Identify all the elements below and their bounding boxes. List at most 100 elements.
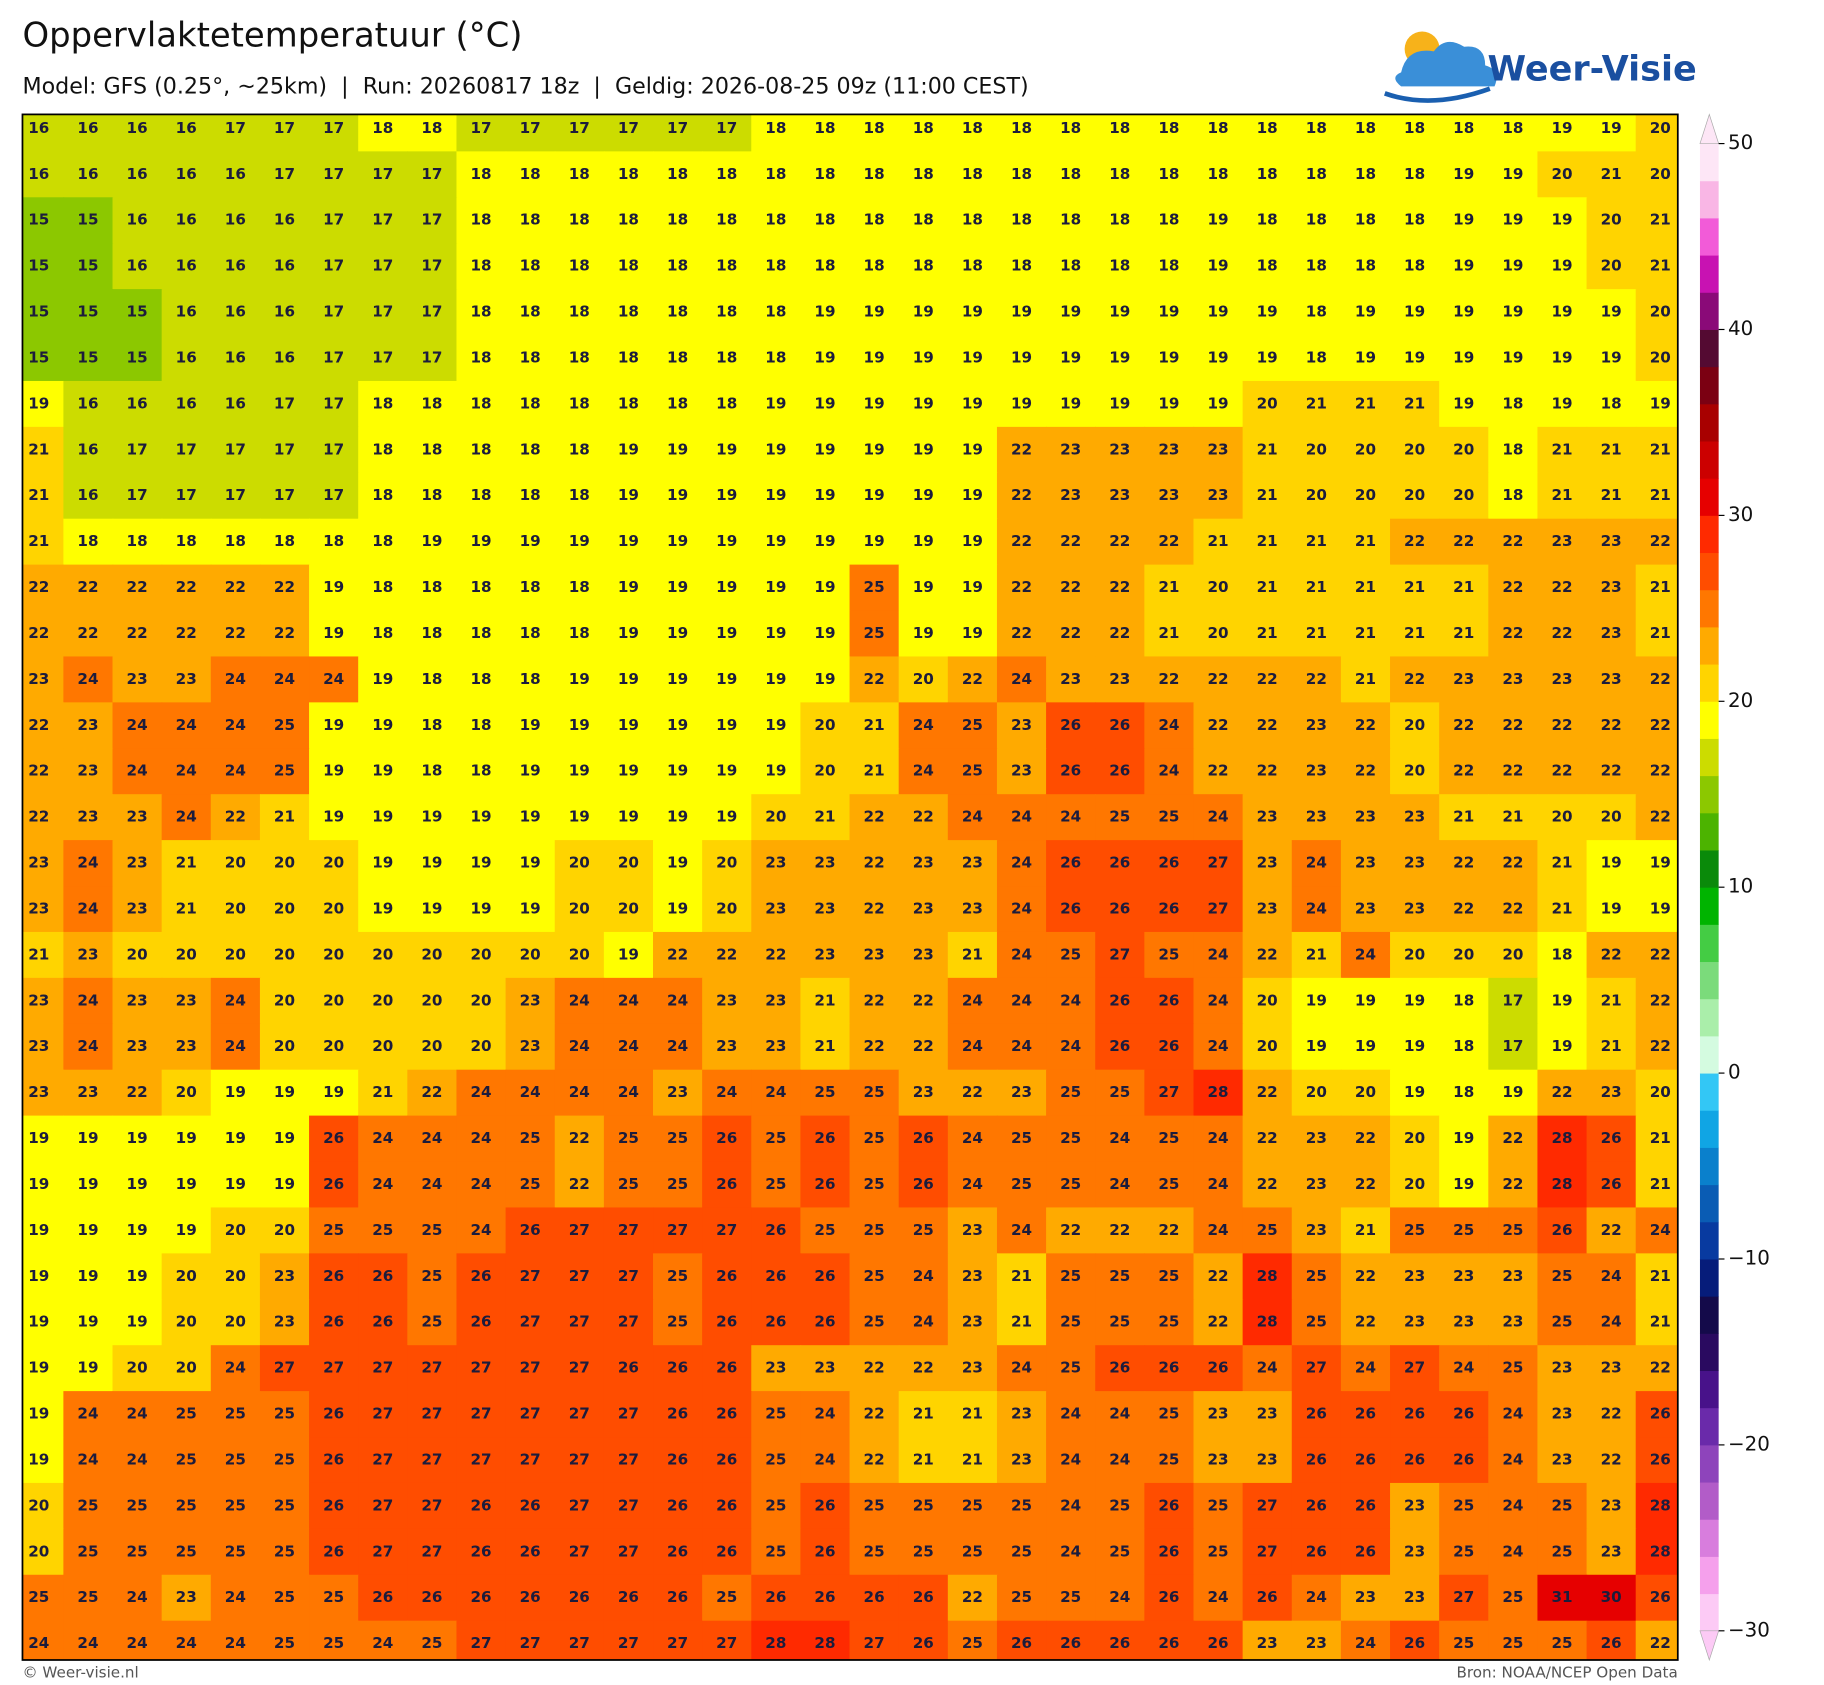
temperature-label: 19 — [28, 1129, 49, 1147]
temperature-label: 18 — [1306, 348, 1327, 366]
temperature-cell — [849, 335, 900, 382]
temperature-cell — [309, 702, 359, 749]
temperature-cell — [1144, 1253, 1195, 1300]
temperature-cell — [358, 702, 409, 749]
temperature-cell — [1242, 1161, 1293, 1209]
temperature-label: 21 — [1404, 578, 1425, 596]
temperature-cell — [554, 748, 605, 795]
temperature-cell — [259, 1161, 310, 1209]
temperature-cell — [456, 472, 507, 520]
temperature-label: 22 — [1453, 854, 1474, 872]
temperature-label: 15 — [28, 211, 49, 229]
temperature-label: 18 — [569, 348, 590, 366]
temperature-label: 19 — [1060, 303, 1081, 321]
temperature-cell — [161, 1391, 212, 1438]
temperature-cell — [259, 472, 310, 520]
temperature-cell — [161, 1437, 212, 1484]
temperature-cell — [161, 1299, 212, 1346]
temperature-label: 17 — [421, 303, 442, 321]
temperature-label: 17 — [1502, 1037, 1523, 1055]
temperature-label: 25 — [176, 1405, 197, 1423]
temperature-label: 16 — [274, 257, 295, 275]
temperature-label: 19 — [1257, 303, 1278, 321]
temperature-cell — [653, 931, 703, 979]
temperature-label: 17 — [274, 119, 295, 137]
temperature-cell — [702, 1574, 752, 1622]
temperature-cell — [1537, 977, 1588, 1025]
temperature-cell — [751, 748, 802, 795]
temperature-label: 16 — [127, 211, 148, 229]
temperature-cell — [22, 748, 65, 795]
colorbar-band — [1699, 998, 1719, 1037]
temperature-cell — [1439, 656, 1490, 704]
temperature-label: 26 — [520, 1588, 541, 1606]
temperature-label: 18 — [372, 532, 393, 550]
temperature-cell — [849, 840, 900, 887]
temperature-cell — [407, 1437, 458, 1484]
temperature-cell — [1439, 1023, 1490, 1071]
temperature-cell — [849, 931, 900, 979]
temperature-cell — [996, 426, 1047, 474]
temperature-label: 19 — [28, 1359, 49, 1377]
temperature-label: 24 — [323, 670, 344, 688]
temperature-cell — [112, 1574, 163, 1622]
temperature-cell — [1242, 1391, 1293, 1438]
temperature-cell — [1340, 1115, 1391, 1163]
temperature-label: 24 — [1060, 1450, 1081, 1468]
temperature-cell — [505, 1023, 556, 1071]
temperature-label: 19 — [962, 486, 983, 504]
temperature-label: 19 — [913, 394, 934, 412]
temperature-label: 19 — [520, 808, 541, 826]
temperature-cell — [63, 977, 114, 1025]
colorbar-band — [1699, 1258, 1719, 1297]
temperature-label: 17 — [225, 486, 246, 504]
temperature-cell — [1242, 656, 1293, 704]
temperature-label: 18 — [814, 257, 835, 275]
temperature-label: 26 — [1306, 1496, 1327, 1514]
temperature-cell — [849, 977, 900, 1025]
temperature-cell — [653, 1574, 703, 1622]
temperature-label: 18 — [1060, 211, 1081, 229]
temperature-label: 24 — [176, 808, 197, 826]
temperature-label: 27 — [372, 1542, 393, 1560]
temperature-label: 18 — [1158, 165, 1179, 183]
temperature-cell — [1390, 197, 1440, 244]
temperature-label: 26 — [470, 1542, 491, 1560]
temperature-cell — [1046, 1207, 1096, 1255]
temperature-cell — [898, 1345, 949, 1392]
temperature-cell — [1095, 702, 1146, 749]
temperature-cell — [1635, 1391, 1678, 1438]
temperature-cell — [1635, 656, 1678, 704]
temperature-cell — [554, 840, 605, 887]
temperature-label: 22 — [1502, 1175, 1523, 1193]
temperature-label: 26 — [1158, 1542, 1179, 1560]
temperature-label: 23 — [520, 991, 541, 1009]
temperature-label: 25 — [864, 1267, 885, 1285]
temperature-label: 19 — [962, 624, 983, 642]
temperature-cell — [554, 1207, 605, 1255]
temperature-label: 22 — [765, 945, 786, 963]
temperature-cell — [22, 886, 65, 933]
temperature-label: 18 — [765, 303, 786, 321]
temperature-label: 24 — [470, 1175, 491, 1193]
temperature-label: 24 — [1355, 1359, 1376, 1377]
temperature-cell — [603, 1115, 654, 1163]
temperature-label: 20 — [176, 945, 197, 963]
temperature-cell — [112, 380, 163, 428]
temperature-cell — [1046, 1023, 1096, 1071]
temperature-cell — [309, 426, 359, 474]
temperature-label: 16 — [274, 211, 295, 229]
temperature-label: 18 — [372, 440, 393, 458]
temperature-cell — [603, 748, 654, 795]
temperature-label: 27 — [1257, 1542, 1278, 1560]
temperature-cell — [358, 748, 409, 795]
temperature-cell — [309, 656, 359, 704]
temperature-label: 16 — [28, 119, 49, 137]
temperature-cell — [702, 518, 752, 566]
temperature-label: 25 — [913, 1221, 934, 1239]
temperature-cell — [849, 564, 900, 612]
temperature-label: 27 — [520, 1313, 541, 1331]
temperature-cell — [1635, 289, 1678, 336]
temperature-label: 18 — [421, 624, 442, 642]
temperature-cell — [63, 1391, 114, 1438]
